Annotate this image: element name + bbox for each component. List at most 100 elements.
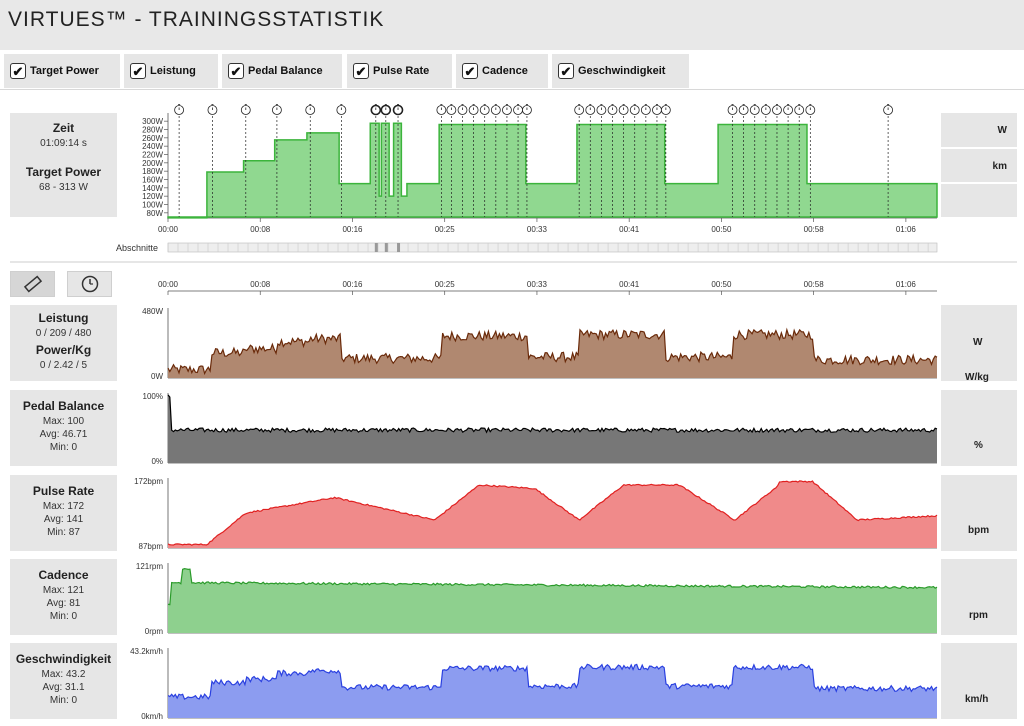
- unit-label-rpm: rpm: [969, 610, 988, 621]
- overview-y-tick: 140W: [142, 184, 163, 193]
- pedal-balance-unit-box: %: [941, 390, 1017, 466]
- toggle-pulse-rate[interactable]: ✔ Pulse Rate: [347, 54, 452, 88]
- speed-title: Geschwindigkeit: [15, 652, 112, 666]
- cadence-chart-line: [167, 568, 938, 606]
- speed-chart-y-max-label: 43.2km/h: [130, 647, 163, 656]
- stopwatch-icon: [502, 104, 512, 115]
- stopwatch-icon: [607, 104, 618, 115]
- stopwatch-icon: [727, 104, 738, 115]
- speed-chart-area: [168, 664, 937, 718]
- checkbox-icon[interactable]: ✔: [130, 63, 146, 79]
- overview-y-tick: 220W: [142, 151, 163, 160]
- stopwatch-icon: [749, 104, 760, 115]
- unit-label-watt: W: [973, 337, 983, 348]
- stopwatch-icon: [629, 104, 640, 115]
- cadence-min: Min: 0: [49, 611, 78, 622]
- leistung-unit-box: W W/kg: [941, 305, 1017, 383]
- power-per-kg-values: 0 / 2.42 / 5: [39, 360, 88, 371]
- abschnitte-bar: [167, 242, 938, 253]
- metrics-time-axis-label: 00:16: [342, 280, 363, 289]
- toggle-label: Cadence: [482, 65, 528, 77]
- overview-time-axis-label: 00:50: [711, 225, 732, 234]
- overview-time-axis-label: 00:25: [435, 225, 456, 234]
- speed-max: Max: 43.2: [41, 669, 86, 680]
- stopwatch-icon: [392, 104, 404, 116]
- checkbox-icon[interactable]: ✔: [558, 63, 574, 79]
- checkbox-icon[interactable]: ✔: [10, 63, 26, 79]
- checkbox-icon[interactable]: ✔: [228, 63, 244, 79]
- stopwatch-icon: [336, 104, 347, 115]
- cadence-stats-panel: Cadence Max: 121 Avg: 81 Min: 0: [10, 559, 117, 635]
- toggle-label: Leistung: [150, 65, 196, 77]
- metrics-time-axis-label: 01:06: [896, 280, 917, 289]
- target-power-area: [167, 122, 938, 219]
- overview-time-axis-label: 00:41: [619, 225, 640, 234]
- stopwatch-icon: [380, 104, 392, 116]
- cadence-chart-y-min-label: 0rpm: [145, 627, 164, 636]
- target-power-overview-chart[interactable]: 300W280W260W240W220W200W180W160W140W120W…: [0, 0, 1024, 260]
- speed-chart-line: [167, 663, 938, 700]
- leistung-values: 0 / 209 / 480: [35, 328, 92, 339]
- pulse-rate-chart-y-min-label: 87bpm: [139, 542, 164, 551]
- leistung-chart-y-max-label: 480W: [142, 307, 163, 316]
- toggle-geschwindigkeit[interactable]: ✔ Geschwindigkeit: [552, 54, 689, 88]
- stopwatch-icon: [513, 104, 523, 115]
- abschnitte-highlight: [384, 243, 388, 252]
- overview-time-axis-label: 00:00: [158, 225, 179, 234]
- toggle-label: Target Power: [30, 65, 99, 77]
- pedal-balance-stats-panel: Pedal Balance Max: 100 Avg: 46.71 Min: 0: [10, 390, 117, 466]
- power-per-kg-title: Power/Kg: [35, 343, 92, 357]
- pulse-rate-max: Max: 172: [42, 501, 85, 512]
- overview-time-axis-label: 00:16: [342, 225, 363, 234]
- toggle-pedal-balance[interactable]: ✔ Pedal Balance: [222, 54, 342, 88]
- overview-y-tick: 300W: [142, 117, 163, 126]
- unit-label-w-per-kg: W/kg: [965, 372, 989, 383]
- target-power-label: Target Power: [25, 165, 102, 179]
- checkbox-icon[interactable]: ✔: [353, 63, 369, 79]
- overview-y-tick: 80W: [147, 209, 164, 218]
- metrics-time-axis-label: 00:25: [435, 280, 456, 289]
- stopwatch-icon: [772, 104, 782, 115]
- stopwatch-icon: [305, 104, 316, 115]
- stopwatch-icon: [240, 104, 251, 115]
- overview-time-axis-label: 00:08: [250, 225, 271, 234]
- metrics-time-axis-label: 00:33: [527, 280, 548, 289]
- stopwatch-icon: [522, 104, 532, 115]
- leistung-chart-area: [168, 329, 937, 378]
- stopwatch-icon: [640, 104, 651, 115]
- pedal-balance-chart-y-min-label: 0%: [151, 457, 163, 466]
- metrics-time-axis-label: 00:00: [158, 280, 179, 289]
- cadence-chart-area: [168, 568, 937, 633]
- speed-min: Min: 0: [49, 695, 78, 706]
- toggle-cadence[interactable]: ✔ Cadence: [456, 54, 548, 88]
- ruler-button[interactable]: [10, 271, 55, 297]
- pulse-rate-unit-box: bpm: [941, 475, 1017, 551]
- ruler-icon: [23, 275, 42, 293]
- pulse-rate-chart-y-max-label: 172bpm: [134, 477, 163, 486]
- pedal-balance-min: Min: 0: [49, 442, 78, 453]
- checkbox-icon[interactable]: ✔: [462, 63, 478, 79]
- leistung-stats-panel: Leistung 0 / 209 / 480 Power/Kg 0 / 2.42…: [10, 305, 117, 381]
- pulse-rate-min: Min: 87: [47, 527, 80, 538]
- overview-y-tick: 120W: [142, 192, 163, 201]
- toggle-label: Pulse Rate: [373, 65, 430, 77]
- stopwatch-icon: [479, 104, 490, 115]
- stopwatch-icon: [760, 104, 771, 115]
- stopwatch-icon: [468, 104, 479, 115]
- toggle-leistung[interactable]: ✔ Leistung: [124, 54, 218, 88]
- stopwatch-icon: [794, 104, 805, 115]
- cadence-unit-box: rpm: [941, 559, 1017, 635]
- metrics-time-axis-label: 00:41: [619, 280, 640, 289]
- overview-y-tick: 100W: [142, 201, 163, 210]
- zeit-value: 01:09:14 s: [40, 138, 87, 149]
- pulse-rate-title: Pulse Rate: [32, 484, 95, 498]
- leistung-chart-line: [167, 327, 938, 376]
- leistung-title: Leistung: [38, 311, 89, 325]
- overview-stats-panel: Zeit 01:09:14 s Target Power 68 - 313 W: [10, 113, 117, 217]
- gauge-button[interactable]: [67, 271, 112, 297]
- overview-y-tick: 180W: [142, 167, 163, 176]
- gauge-icon: [81, 275, 98, 293]
- unit-label-kmh: km/h: [965, 694, 989, 705]
- toggle-target-power[interactable]: ✔ Target Power: [4, 54, 120, 88]
- overview-time-axis-label: 01:06: [896, 225, 917, 234]
